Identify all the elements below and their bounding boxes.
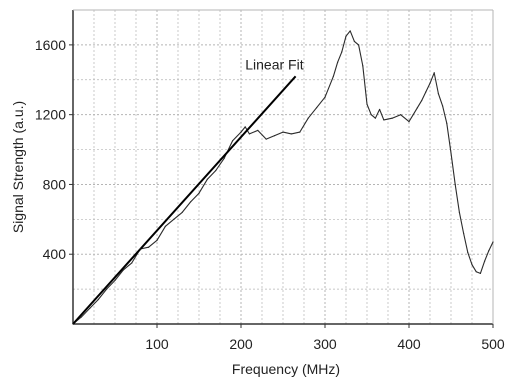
series-point xyxy=(379,108,381,111)
series-point xyxy=(148,246,150,248)
series-point xyxy=(341,51,343,53)
series-point xyxy=(131,262,133,264)
series-point xyxy=(353,40,355,43)
y-tick-label: 400 xyxy=(43,246,67,262)
series-point xyxy=(89,307,91,309)
series-point xyxy=(244,126,246,128)
linear-fit-line xyxy=(72,75,297,325)
series-point xyxy=(475,271,477,273)
x-tick-label: 100 xyxy=(145,336,169,352)
series-point xyxy=(425,91,427,93)
series-point xyxy=(484,260,486,262)
axes xyxy=(72,9,494,325)
series-point xyxy=(181,211,183,213)
series-point xyxy=(408,121,410,123)
linear-fit-label: Linear Fit xyxy=(245,56,303,72)
series-point xyxy=(421,100,423,102)
x-tick-label: 500 xyxy=(481,336,505,352)
series-point xyxy=(492,241,494,243)
series-point xyxy=(299,131,301,133)
series-point xyxy=(232,140,234,142)
series-point xyxy=(106,288,108,290)
x-tick-label: 200 xyxy=(229,336,253,352)
series-line xyxy=(72,30,494,325)
y-tick-label: 1200 xyxy=(35,107,66,123)
series-point xyxy=(467,251,469,254)
series-point xyxy=(442,105,444,107)
series-point xyxy=(97,298,99,301)
series-point xyxy=(479,272,481,275)
series-point xyxy=(173,218,175,220)
series-point xyxy=(332,75,334,77)
series-point xyxy=(337,61,339,63)
y-tick-label: 1600 xyxy=(35,37,66,53)
series-point xyxy=(114,279,116,281)
series-point xyxy=(198,192,200,194)
series-point xyxy=(391,117,393,119)
series-point xyxy=(400,114,402,116)
series-point xyxy=(139,248,141,250)
series-point xyxy=(463,232,465,234)
series-point xyxy=(437,93,439,95)
series-point xyxy=(362,65,364,67)
series-point xyxy=(429,82,431,84)
series-point xyxy=(383,119,385,121)
y-tick-label: 800 xyxy=(43,176,67,192)
series-point xyxy=(412,114,414,116)
series-point xyxy=(458,211,460,213)
series-point xyxy=(80,316,82,318)
series-point xyxy=(248,133,250,135)
series-point xyxy=(240,131,242,133)
series-point xyxy=(370,114,372,116)
axis-ticks: 100 200 300 400 500 400 800 1200 1600 xyxy=(35,37,505,352)
series-point xyxy=(290,133,292,135)
series-point xyxy=(488,250,490,252)
series-point xyxy=(190,201,192,203)
grid xyxy=(73,10,493,324)
x-tick-label: 300 xyxy=(313,336,337,352)
series-point xyxy=(416,107,418,109)
series-point xyxy=(156,239,158,241)
series-point xyxy=(454,183,456,186)
series-point xyxy=(374,117,376,119)
series-point xyxy=(471,264,473,266)
series-point xyxy=(450,152,452,154)
series-point xyxy=(223,157,225,159)
series-point xyxy=(215,169,217,172)
series-point xyxy=(122,269,124,271)
series-point xyxy=(257,129,259,131)
series-point xyxy=(446,122,448,124)
x-tick-label: 400 xyxy=(397,336,421,352)
series-point xyxy=(265,138,267,140)
series-point xyxy=(324,96,326,98)
series-point xyxy=(307,117,309,119)
y-axis-title: Signal Strength (a.u.) xyxy=(10,101,26,233)
series-point xyxy=(72,323,74,325)
series-point xyxy=(358,44,360,46)
series-point xyxy=(274,135,276,137)
series-point xyxy=(349,30,351,32)
series-point xyxy=(164,225,166,227)
series-point xyxy=(316,107,318,109)
series xyxy=(72,30,494,325)
series-point xyxy=(366,103,368,105)
series-point xyxy=(282,131,284,133)
series-point xyxy=(345,35,347,37)
x-axis-title: Frequency (MHz) xyxy=(232,361,340,377)
series-point xyxy=(433,72,435,74)
series-point xyxy=(206,178,208,180)
